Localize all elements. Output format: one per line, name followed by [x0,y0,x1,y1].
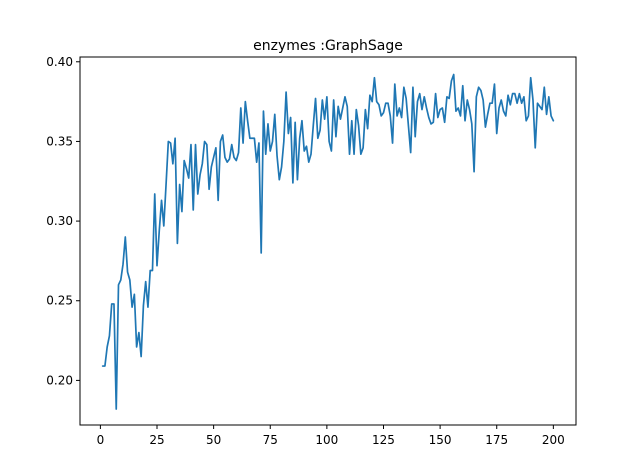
x-tick-label: 50 [206,433,221,447]
x-tick-label: 25 [149,433,164,447]
y-tick-label: 0.30 [46,214,73,228]
y-tick-label: 0.25 [46,294,73,308]
x-tick-label: 125 [372,433,395,447]
y-tick-label: 0.35 [46,134,73,148]
y-tick-label: 0.20 [46,373,73,387]
x-tick-label: 150 [429,433,452,447]
x-axis: 0 25 50 75 100 125 150 175 200 [97,425,565,447]
x-tick-label: 100 [315,433,338,447]
x-tick-label: 175 [485,433,508,447]
chart-title: enzymes :GraphSage [253,38,403,54]
x-tick-label: 200 [542,433,565,447]
x-tick-label: 0 [97,433,105,447]
y-tick-label: 0.40 [46,55,73,69]
y-axis: 0.20 0.25 0.30 0.35 0.40 [46,55,80,387]
plot-frame [79,56,577,426]
series-line [101,73,555,410]
x-tick-label: 75 [263,433,278,447]
